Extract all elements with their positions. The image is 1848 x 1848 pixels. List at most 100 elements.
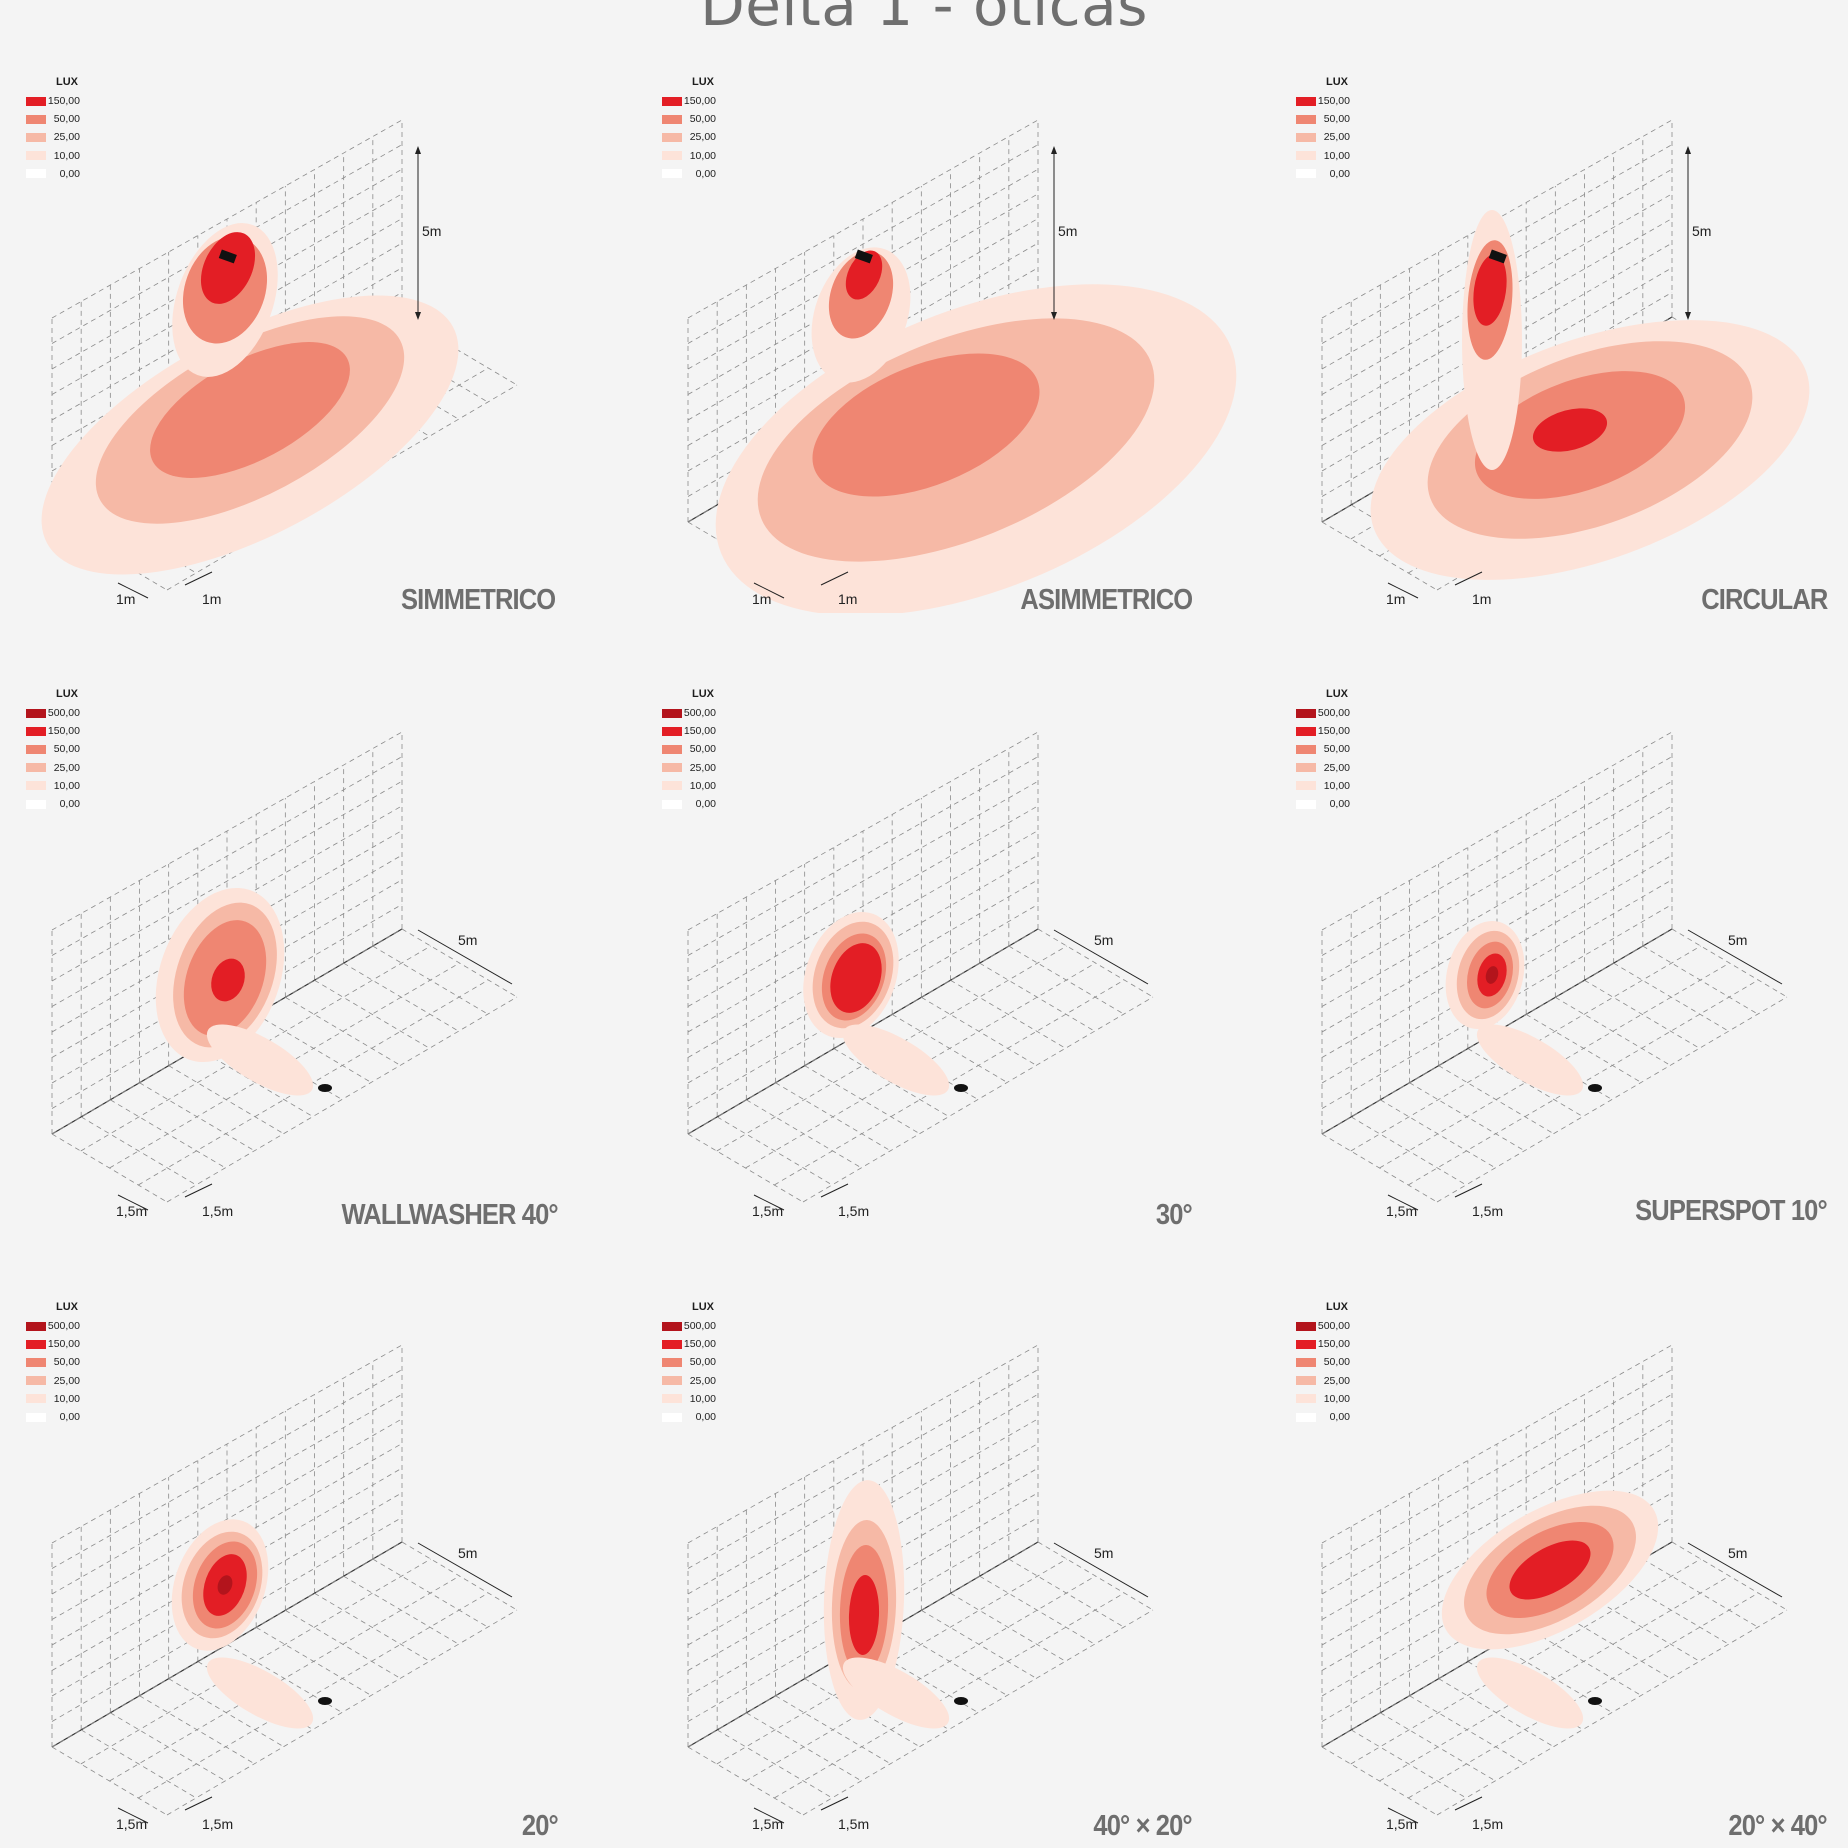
legend-value: 0,00 [1329,798,1350,811]
legend-entry: 10,00 [1296,1390,1350,1408]
legend-value: 150,00 [1317,1338,1350,1351]
optic-panel: 1,5m 1,5m 5m LUX 500,00 150,00 50,00 25,00 10,00… [0,612,616,1225]
legend-swatch [26,1339,46,1349]
dimension-lines: 1,5m 1,5m 5m [1386,929,1783,1219]
legend-value: 0,00 [1329,1411,1350,1424]
legend-entry: 500,00 [662,704,716,722]
floor-beam [842,1024,950,1096]
optic-label: 40° × 20° [1093,1810,1193,1842]
optic-panel: 1m 1m 5m LUX 150,00 50,00 25,00 10,00 0,00 [0,0,616,613]
legend-swatch [26,1412,46,1422]
y-dimension-label: 1,5m [202,1816,233,1832]
legend-value: 25,00 [53,761,80,774]
luminaire-icon [1588,1084,1602,1092]
legend-value: 50,00 [53,1356,80,1369]
dimension-lines: 1,5m 1,5m 5m [752,929,1149,1219]
x-dimension-label: 1m [116,591,135,607]
legend-value: 50,00 [1323,743,1350,756]
illuminance-pattern [823,1480,950,1729]
legend-value: 150,00 [683,1338,716,1351]
wall-contour-150 [200,232,256,304]
height-dimension-label: 5m [1058,223,1077,239]
legend-entry: 50,00 [1296,110,1350,128]
floor-grid [51,1541,518,1816]
height-dimension-label: 5m [422,223,441,239]
legend-title: LUX [1326,76,1348,88]
legend-value: 50,00 [689,743,716,756]
legend-value: 150,00 [683,95,716,108]
legend-swatch [1296,726,1316,736]
legend-swatch [1296,132,1316,142]
legend-entry: 50,00 [26,1353,80,1371]
legend-entry: 0,00 [662,1408,716,1426]
legend-entry: 50,00 [662,740,716,758]
lux-legend: LUX 150,00 50,00 25,00 10,00 0,00 [1296,76,1350,183]
legend-entry: 25,00 [1296,128,1350,146]
optic-label: SUPERSPOT 10° [1635,1195,1828,1227]
legend-entry: 50,00 [26,740,80,758]
depth-dimension-label: 5m [1094,1545,1113,1561]
legend-entry: 10,00 [662,1390,716,1408]
isometric-illuminance-scene: 1,5m 1,5m 5m [51,731,518,1219]
x-dimension-label: 1,5m [116,1816,147,1832]
wall-contour-500 [217,1575,233,1595]
legend-value: 25,00 [1323,1374,1350,1387]
legend-swatch [26,799,46,809]
isometric-illuminance-scene: 1,5m 1,5m 5m [687,1344,1154,1832]
optic-panel: 1,5m 1,5m 5m LUX 500,00 150,00 50,00 25,00 10,00… [1270,612,1848,1225]
legend-title: LUX [56,688,78,700]
legend-value: 0,00 [59,1411,80,1424]
legend-value: 50,00 [689,113,716,126]
x-dimension-label: 1m [752,591,771,607]
illuminance-pattern [1370,210,1810,580]
x-dimension-label: 1m [1386,591,1405,607]
lux-legend: LUX 500,00 150,00 50,00 25,00 10,00 0,00 [1296,688,1350,813]
legend-entry: 0,00 [1296,1408,1350,1426]
legend-title: LUX [692,1301,714,1313]
legend-entry: 50,00 [1296,740,1350,758]
depth-dimension-label: 5m [1094,932,1113,948]
legend-title: LUX [1326,688,1348,700]
legend-title: LUX [56,76,78,88]
optic-label: 20° [522,1810,559,1842]
legend-value: 25,00 [1323,761,1350,774]
y-dimension-label: 1m [202,591,221,607]
y-dimension-label: 1,5m [202,1203,233,1219]
floor-beam [206,1024,314,1096]
legend-swatch [1296,708,1316,718]
x-dimension-label: 1,5m [1386,1203,1417,1219]
legend-swatch [1296,1321,1316,1331]
legend-value: 150,00 [47,95,80,108]
legend-swatch [662,781,682,791]
dimension-lines: 1,5m 1,5m 5m [752,1542,1149,1832]
legend-value: 150,00 [47,1338,80,1351]
floor-beam [1476,1657,1584,1729]
legend-entry: 150,00 [662,92,716,110]
legend-value: 10,00 [53,779,80,792]
legend-swatch [662,114,682,124]
legend-value: 0,00 [695,798,716,811]
legend-value: 10,00 [1323,779,1350,792]
legend-entry: 150,00 [662,722,716,740]
luminaire-icon [854,249,873,264]
wall-contour-500 [1485,966,1499,984]
luminaire-icon [1588,1697,1602,1705]
legend-value: 10,00 [1323,1392,1350,1405]
legend-swatch [1296,169,1316,179]
lux-legend: LUX 500,00 150,00 50,00 25,00 10,00 0,00 [1296,1301,1350,1426]
legend-swatch [662,1394,682,1404]
legend-value: 50,00 [1323,113,1350,126]
legend-entry: 0,00 [26,795,80,813]
illuminance-pattern [803,912,950,1096]
legend-entry: 25,00 [662,1372,716,1390]
legend-entry: 0,00 [1296,165,1350,183]
legend-entry: 10,00 [1296,777,1350,795]
legend-entry: 500,00 [26,704,80,722]
legend-swatch [662,1321,682,1331]
legend-swatch [26,1357,46,1367]
height-dimension-label: 5m [1692,223,1711,239]
y-dimension-label: 1,5m [838,1816,869,1832]
optic-label: CIRCULAR [1700,584,1828,616]
legend-title: LUX [692,76,714,88]
depth-dimension-label: 5m [458,932,477,948]
